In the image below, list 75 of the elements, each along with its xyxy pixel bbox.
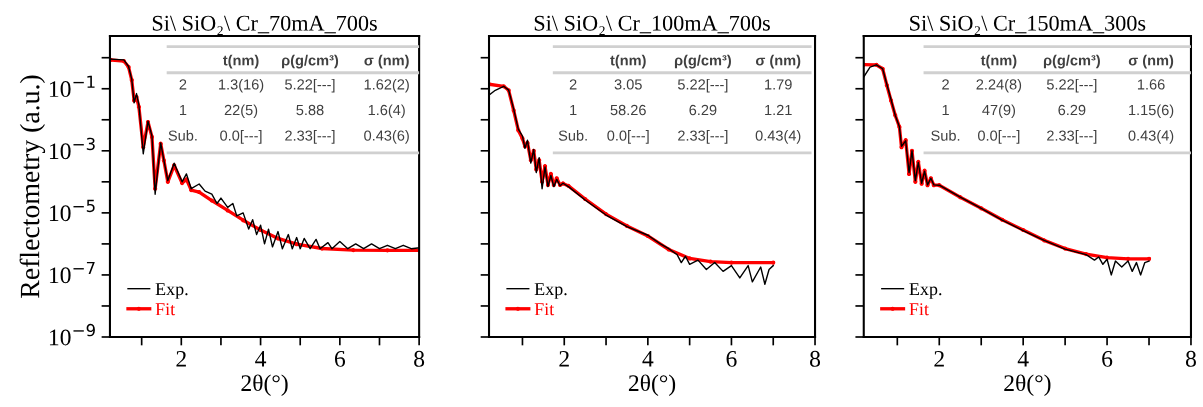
annotation: 1.21 <box>765 104 792 116</box>
annotation: 2.33[---] <box>1047 130 1097 144</box>
annotation: 47(9) <box>982 104 1016 119</box>
annotation: 2.33[---] <box>285 130 335 144</box>
x-axis-title: 2θ(°) <box>1004 374 1051 396</box>
x-tick-label: 2 <box>176 350 186 367</box>
annotation: σ (nm) <box>364 54 409 69</box>
x-tick-label: 6 <box>334 350 346 367</box>
annotation: Sub. <box>931 130 960 141</box>
annotation: 1.66 <box>1137 79 1165 90</box>
annotation: 1.62(2) <box>364 78 409 93</box>
x-tick-label: 2 <box>559 350 569 367</box>
x-tick-label: 4 <box>1017 351 1029 367</box>
annotation: 1.3(16) <box>219 78 264 93</box>
legend-label: Fit <box>909 303 929 316</box>
annotation: σ (nm) <box>1128 54 1174 69</box>
annotation: ρ(g/cm³) <box>1043 54 1100 69</box>
legend-label: Exp. <box>534 283 567 299</box>
x-tick-label: 6 <box>726 350 737 367</box>
annotation: Sub. <box>558 130 587 141</box>
annotation: 0.43(6) <box>364 130 409 144</box>
annotation: 5.88 <box>296 104 324 116</box>
annotation: 0.43(4) <box>1128 130 1174 144</box>
annotation: t(nm) <box>223 54 259 69</box>
annotation: 1 <box>942 105 949 116</box>
chart-title: Si\ SiO₂\ Cr_100mA_700s <box>534 15 770 35</box>
annotation: 2.24(8) <box>976 78 1022 93</box>
annotation: 3.05 <box>614 79 642 90</box>
annotation: 22(5) <box>224 104 258 119</box>
annotation: 1.15(6) <box>1129 104 1174 119</box>
annotation: t(nm) <box>980 54 1017 69</box>
x-axis-title: 2θ(°) <box>628 374 676 396</box>
y-tick-label: 10$^{−7}$ <box>49 261 95 284</box>
annotation: 0.0[---] <box>220 130 262 144</box>
annotation: 0.43(4) <box>755 130 801 144</box>
chart-title: Si\ SiO₂\ Cr_70mA_700s <box>152 15 377 35</box>
legend-label: Fit <box>534 303 555 316</box>
annotation: 5.22[---] <box>1046 78 1097 93</box>
x-axis-title: 2θ(°) <box>241 374 288 396</box>
annotation: 2 <box>569 79 577 90</box>
annotation: t(nm) <box>610 54 646 69</box>
annotation: 1.6(4) <box>368 104 405 119</box>
x-tick-label: 8 <box>414 350 425 367</box>
x-tick-label: 6 <box>1102 350 1113 367</box>
annotation: 0.0[---] <box>977 130 1020 144</box>
legend-label: Exp. <box>909 283 942 299</box>
x-tick-label: 8 <box>1185 350 1196 367</box>
annotation: 6.29 <box>1058 104 1086 116</box>
x-tick-label: 2 <box>934 350 944 367</box>
x-tick-label: 8 <box>810 350 821 367</box>
annotation: 5.22[---] <box>285 78 335 93</box>
annotation: Sub. <box>168 130 197 141</box>
annotation: 1.79 <box>765 79 792 90</box>
y-tick-label: 10$^{−1}$ <box>49 75 95 98</box>
annotation: 2.33[---] <box>678 130 728 144</box>
x-tick-label: 4 <box>255 351 267 367</box>
y-axis-title: Reflectometry (a.u.) <box>19 75 46 298</box>
annotation: 1 <box>570 105 577 116</box>
x-tick-label: 4 <box>642 351 654 367</box>
annotation: 1 <box>179 105 187 116</box>
annotation: 6.29 <box>689 104 717 116</box>
y-tick-label: 10$^{−3}$ <box>49 137 95 160</box>
legend-label: Fit <box>155 303 176 316</box>
y-tick-label: 10$^{−9}$ <box>49 323 95 346</box>
annotation: 5.22[---] <box>677 78 728 93</box>
annotation: 58.26 <box>610 104 646 116</box>
chart-title: Si\ SiO₂\ Cr_150mA_300s <box>910 15 1146 35</box>
annotation: 2 <box>179 79 187 90</box>
y-tick-label: 10$^{−5}$ <box>49 199 95 222</box>
annotation: ρ(g/cm³) <box>282 54 339 69</box>
annotation: ρ(g/cm³) <box>674 54 731 69</box>
annotation: 2 <box>942 79 949 90</box>
annotation: 0.0[---] <box>607 130 649 144</box>
legend-label: Exp. <box>155 283 188 299</box>
annotation: σ (nm) <box>755 54 801 69</box>
